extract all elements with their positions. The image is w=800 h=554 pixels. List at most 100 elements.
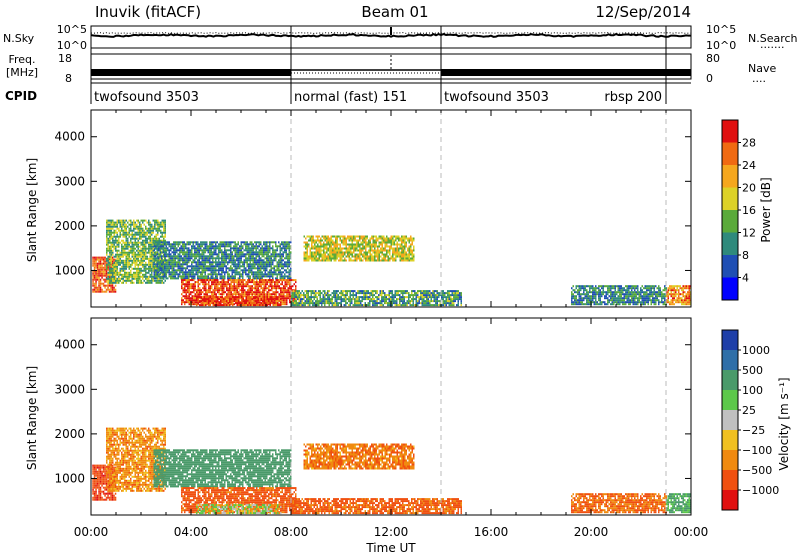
power-echo-cell	[279, 257, 281, 260]
power-echo-cell	[164, 273, 166, 276]
power-echo-cell	[260, 249, 262, 252]
power-echo-cell	[254, 265, 256, 268]
power-echo-cell	[246, 245, 248, 248]
power-echo-cell	[407, 259, 409, 262]
power-echo-cell	[252, 277, 254, 280]
power-echo-cell	[353, 247, 355, 250]
power-echo-cell	[116, 269, 118, 272]
power-echo-cell	[152, 239, 154, 242]
power-echo-cell	[106, 237, 108, 240]
power-echo-cell	[177, 269, 179, 272]
power-echo-cell	[387, 239, 389, 242]
power-echo-cell	[109, 255, 111, 258]
power-echo-cell	[306, 251, 308, 254]
power-echo-cell	[216, 275, 218, 278]
power-echo-cell	[392, 253, 394, 256]
power-echo-cell	[197, 287, 199, 290]
power-echo-cell	[139, 259, 141, 262]
power-echo-cell	[186, 263, 188, 266]
power-echo-cell	[392, 247, 394, 250]
power-echo-cell	[115, 263, 117, 266]
power-echo-cell	[402, 255, 404, 258]
power-echo-cell	[130, 221, 132, 224]
power-echo-cell	[208, 291, 210, 294]
power-echo-cell	[279, 269, 281, 272]
power-echo-cell	[122, 225, 124, 228]
power-echo-cell	[263, 241, 265, 244]
power-echo-cell	[333, 304, 335, 307]
power-echo-cell	[119, 261, 121, 264]
power-echo-cell	[111, 258, 114, 261]
power-echo-cell	[136, 271, 138, 274]
power-echo-cell	[213, 253, 215, 256]
power-echo-cell	[137, 237, 139, 240]
power-echo-cell	[174, 277, 176, 280]
power-echo-cell	[376, 290, 378, 293]
power-echo-cell	[136, 243, 138, 246]
power-echo-cell	[336, 304, 338, 307]
power-echo-cell	[344, 235, 346, 238]
power-echo-cell	[104, 290, 106, 293]
power-echo-cell	[304, 302, 306, 305]
power-echo-cell	[333, 249, 335, 252]
power-echo-cell	[408, 241, 410, 244]
power-echo-cell	[352, 298, 354, 301]
power-echo-cell	[155, 261, 157, 264]
power-echo-cell	[411, 257, 413, 260]
power-echo-cell	[254, 291, 256, 294]
power-echo-cell	[350, 253, 352, 256]
power-echo-cell	[104, 274, 106, 277]
power-echo-cell	[228, 277, 230, 280]
power-echo-cell	[266, 245, 268, 248]
power-echo-cell	[360, 241, 362, 244]
power-echo-cell	[340, 290, 342, 293]
power-echo-cell	[345, 290, 347, 293]
power-echo-cell	[171, 261, 173, 264]
power-echo-cell	[110, 237, 112, 240]
power-echo-cell	[251, 241, 253, 244]
power-echo-cell	[168, 241, 170, 244]
power-echo-cell	[283, 293, 285, 296]
power-echo-cell	[125, 277, 127, 280]
power-echo-cell	[145, 277, 147, 280]
power-echo-cell	[121, 233, 123, 236]
power-echo-cell	[306, 249, 308, 252]
power-echo-cell	[278, 263, 280, 266]
power-echo-cell	[239, 279, 241, 282]
power-echo-cell	[240, 255, 242, 258]
power-echo-cell	[248, 300, 250, 303]
power-echo-cell	[162, 275, 164, 278]
power-echo-cell	[187, 285, 189, 288]
power-echo-cell	[210, 261, 212, 264]
power-echo-cell	[242, 263, 244, 266]
power-echo-cell	[251, 271, 253, 274]
power-echo-cell	[256, 287, 258, 290]
power-echo-cell	[177, 253, 179, 256]
power-echo-cell	[236, 285, 238, 288]
power-echo-cell	[205, 300, 207, 303]
power-echo-cell	[363, 241, 365, 244]
power-echo-cell	[348, 237, 350, 240]
power-echo-cell	[278, 297, 280, 300]
power-echo-cell	[143, 267, 145, 270]
power-echo-cell	[99, 262, 102, 265]
power-echo-cell	[121, 255, 123, 258]
power-echo-cell	[257, 291, 259, 294]
power-echo-cell	[315, 292, 317, 295]
power-echo-cell	[254, 271, 256, 274]
power-echo-cell	[319, 290, 321, 293]
power-echo-cell	[408, 251, 410, 254]
power-echo-cell	[244, 285, 246, 288]
power-echo-cell	[112, 221, 114, 224]
power-echo-cell	[118, 261, 120, 264]
power-echo-cell	[162, 247, 164, 250]
power-echo-cell	[202, 302, 204, 305]
power-echo-cell	[110, 271, 112, 274]
power-echo-cell	[227, 275, 229, 278]
power-echo-cell	[252, 257, 254, 260]
power-echo-cell	[133, 259, 135, 262]
power-echo-cell	[374, 251, 376, 254]
power-echo-cell	[225, 269, 227, 272]
power-echo-cell	[165, 273, 167, 276]
power-echo-cell	[188, 299, 190, 302]
